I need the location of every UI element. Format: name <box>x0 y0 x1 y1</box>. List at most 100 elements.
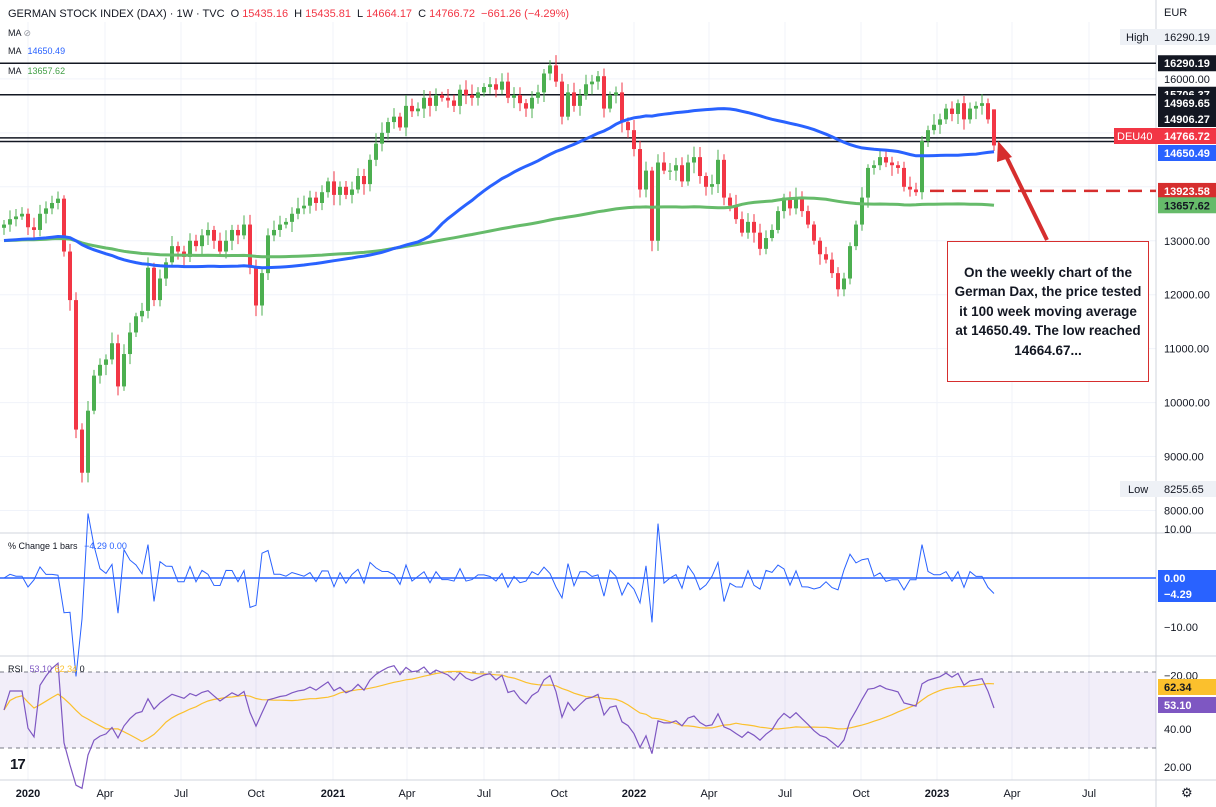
rsi-tick-label: 40.00 <box>1164 724 1192 736</box>
candle-body <box>260 273 264 306</box>
candle-body <box>368 159 372 185</box>
ohlc-low-label: L <box>357 8 364 20</box>
candle-body <box>752 221 756 233</box>
candle-body <box>548 65 552 74</box>
ohlc-close-label: C <box>418 8 427 20</box>
ma200-line <box>3 196 995 259</box>
candle-body <box>2 224 6 228</box>
candle-body <box>512 95 516 98</box>
price-tick-label: 13000.00 <box>1164 236 1210 248</box>
candle-body <box>32 227 36 230</box>
candle-body <box>962 103 966 120</box>
chart-title: GERMAN STOCK INDEX (DAX) · 1W · TVC <box>8 8 225 20</box>
candle-body <box>92 375 96 411</box>
candle-body <box>746 221 750 233</box>
candle-body <box>608 95 612 109</box>
label-14969: 14969.65 <box>1164 98 1210 110</box>
candle-body <box>992 109 996 146</box>
candle-body <box>578 95 582 106</box>
candle-body <box>584 84 588 96</box>
candle-body <box>506 81 510 98</box>
candle-body <box>758 232 762 249</box>
high-tag: High <box>1126 32 1149 44</box>
candle-body <box>464 89 468 96</box>
ohlc-low: 14664.17 <box>366 8 413 20</box>
candle-body <box>734 205 738 220</box>
candle-body <box>296 208 300 214</box>
candle-body <box>206 229 210 236</box>
candle-body <box>968 108 972 120</box>
candle-body <box>188 240 192 257</box>
candle-body <box>728 197 732 206</box>
candle-body <box>338 186 342 195</box>
ma2-value: 14650.49 <box>27 46 66 56</box>
dashed-line-label: 13923.58 <box>1164 186 1210 198</box>
label-14969-bg <box>1158 95 1216 111</box>
time-tick-label: Oct <box>550 788 567 800</box>
candle-body <box>116 343 120 387</box>
candle-body <box>254 267 258 306</box>
candle-body <box>266 235 270 274</box>
high-value: 16290.19 <box>1164 32 1210 44</box>
candle-body <box>824 254 828 260</box>
candle-body <box>176 246 180 252</box>
candle-body <box>80 429 84 473</box>
ma3-legend[interactable]: MA 13657.62 <box>8 66 65 76</box>
ma2-legend[interactable]: MA 14650.49 <box>8 46 65 56</box>
support-resistance-lines <box>0 62 1156 193</box>
candle-body <box>104 359 108 365</box>
price-tick-label: 12000.00 <box>1164 290 1210 302</box>
pct-values: −4.29 0.00 <box>84 541 127 551</box>
pct-legend[interactable]: % Change 1 bars −4.29 0.00 <box>8 541 127 551</box>
candle-body <box>554 65 558 82</box>
time-tick-label: 2023 <box>925 788 949 800</box>
candle-body <box>386 122 390 133</box>
candle-body <box>500 81 504 90</box>
rsi-label: RSI <box>8 664 24 674</box>
candle-body <box>488 84 492 87</box>
eye-off-icon[interactable]: ⊘ <box>23 28 32 38</box>
candle-body <box>662 162 666 171</box>
time-tick-label: Apr <box>1003 788 1020 800</box>
candle-body <box>200 235 204 247</box>
currency-label: EUR <box>1164 7 1187 19</box>
rsi-ma-last-bg <box>1158 679 1216 695</box>
candle-body <box>872 165 876 168</box>
rsi-last: 53.10 <box>1164 700 1192 712</box>
ma1-label: MA <box>8 28 22 38</box>
time-tick-label: Jul <box>778 788 792 800</box>
moving-averages <box>3 107 995 270</box>
tradingview-logo[interactable]: 17 <box>10 756 26 773</box>
ma100-line <box>3 107 995 270</box>
label-16290-bg <box>1158 55 1216 72</box>
candle-body <box>212 229 216 241</box>
low-tag: Low <box>1128 484 1148 496</box>
candle-body <box>128 332 132 355</box>
candle-body <box>140 310 144 317</box>
pct-last-value-bg <box>1158 586 1216 602</box>
high-tag-bg <box>1120 29 1158 45</box>
candle-body <box>482 86 486 93</box>
candle-body <box>830 259 834 274</box>
ma200-label-bg <box>1158 197 1216 214</box>
candle-body <box>74 300 78 430</box>
rsi-ma-last: 62.34 <box>1164 682 1192 694</box>
candle-body <box>50 202 54 209</box>
candle-body <box>884 157 888 163</box>
candle-body <box>350 189 354 195</box>
candle-body <box>242 224 246 236</box>
candle-body <box>8 219 12 225</box>
pct-last-zero-bg <box>1158 570 1216 586</box>
gear-icon: ⚙ <box>1181 785 1193 800</box>
candle-body <box>722 159 726 198</box>
ma1-legend[interactable]: MA ⊘ <box>8 28 31 39</box>
candle-body <box>494 84 498 90</box>
label-14906: 14906.27 <box>1164 114 1210 126</box>
low-value-bg <box>1158 481 1216 497</box>
candle-body <box>110 343 114 360</box>
candle-body <box>470 95 474 98</box>
candle-body <box>698 157 702 177</box>
dashed-line-label-bg <box>1158 182 1216 199</box>
rsi-legend[interactable]: RSI 53.10 62.34 0 <box>8 664 85 674</box>
